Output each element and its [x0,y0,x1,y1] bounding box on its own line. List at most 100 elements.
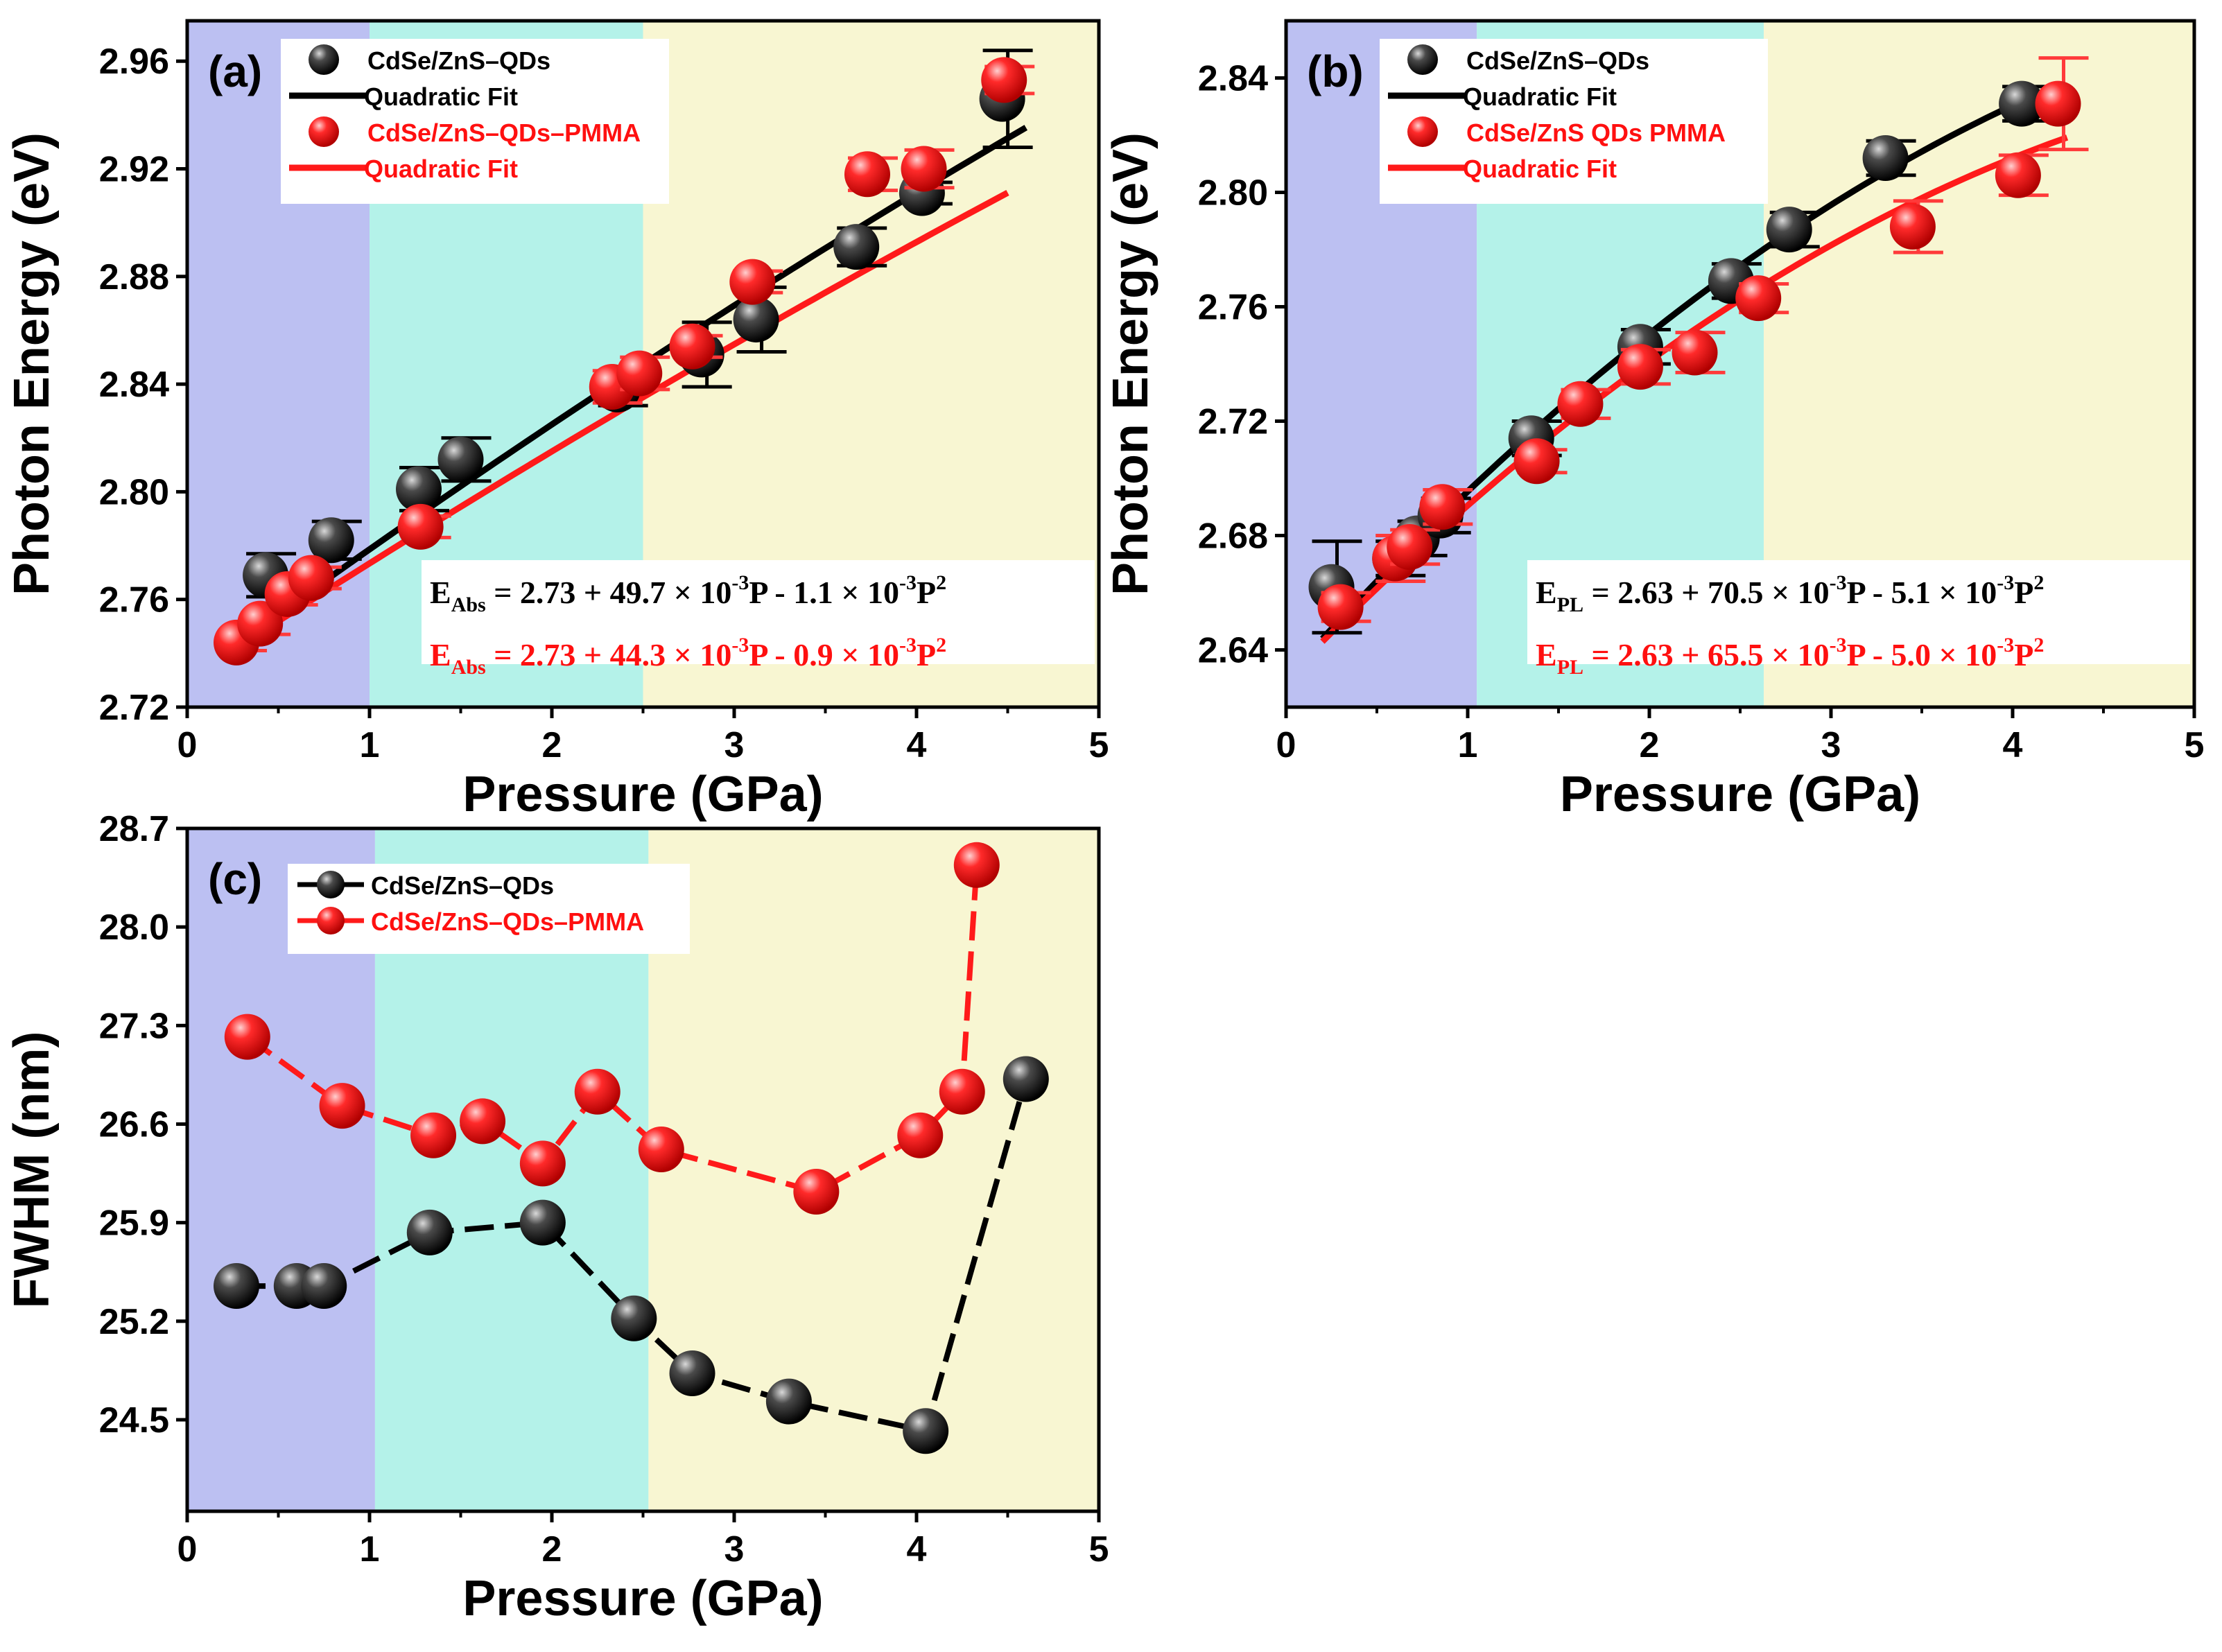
y-tick-label: 25.2 [99,1302,169,1342]
series-line-black [236,1078,1029,1434]
panel-b: 0 1 2 3 4 5 2.64 2.68 2.72 2.76 2.80 2.84 Pressure (… [1103,19,2204,822]
legend-marker-black [317,871,345,898]
equation-1: EAbs = 2.73 + 49.7 × 10-3P - 1.1 × 10-3P… [430,571,946,616]
equation-part: E [1536,575,1557,610]
legend-label: Quadratic Fit [364,82,518,111]
equation-part: P [2014,575,2033,610]
y-tick-label: 2.76 [1198,288,1268,328]
legend-label: CdSe/ZnS–QDs–PMMA [371,907,644,936]
equation-part: P - 5.0 × 10 [1847,637,1997,672]
data-point-red [410,1112,457,1158]
data-point-red [939,1068,985,1115]
data-point-red [669,323,715,369]
x-tick-label: 4 [907,725,927,765]
data-point-red [574,1068,620,1115]
legend-label: CdSe/ZnS–QDs [1466,46,1649,75]
panel-label: (c) [208,854,262,904]
legend: CdSe/ZnS–QDs Quadratic Fit CdSe/ZnS QDs PM… [1380,39,1768,204]
data-point-black [903,1408,949,1454]
x-axis-label: Pressure (GPa) [1560,767,1920,822]
data-point-red [237,600,284,647]
equation-part: P [2014,637,2033,672]
legend-box [281,39,669,204]
legend-marker-red [1407,116,1438,147]
equation-part: -3 [1830,634,1847,657]
data-point-red [1557,381,1604,427]
equation-part: -3 [899,634,917,657]
equation-2: EAbs = 2.73 + 44.3 × 10-3P - 0.9 × 10-3P… [430,634,946,679]
panel-c: 0 1 2 3 4 5 24.5 25.2 25.9 26.6 27.3 28.0 28.7 Pressu… [4,809,1109,1626]
y-tick-label: 2.84 [1198,59,1268,99]
equation-part: P [917,637,936,672]
data-point-black [1002,1056,1049,1102]
y-tick-label: 26.6 [99,1104,169,1145]
equation-box [1527,560,2190,664]
y-tick-label: 2.96 [99,42,169,82]
data-point-red [2035,80,2081,127]
data-point-red [1672,329,1718,376]
legend-marker-black [1407,44,1438,75]
data-point-red [901,146,947,192]
data-point-red [397,503,444,550]
equation-part: -3 [1997,571,2014,594]
data-point-black [669,1350,715,1396]
data-point-red [288,555,334,601]
y-tick-label: 2.76 [99,580,169,620]
data-point-black [301,1263,347,1310]
data-point-red [897,1112,944,1158]
equation-part: PL [1557,593,1583,616]
data-point-red [1889,204,1936,250]
panel-label: (a) [208,46,262,96]
data-point-black [1999,80,2045,127]
y-tick-label: 2.88 [99,257,169,297]
x-tick-label: 3 [1821,725,1841,765]
legend-marker-black [309,44,339,75]
y-tick-label: 2.80 [1198,173,1268,214]
legend-label: Quadratic Fit [364,155,518,183]
equation-part: PL [1557,656,1583,679]
x-axis-label: Pressure (GPa) [462,767,823,822]
y-axis-label: Photon Energy (eV) [1103,132,1158,595]
equation-part: 2 [2033,571,2044,594]
y-tick-label: 28.0 [99,907,169,948]
equation-part: P - 1.1 × 10 [749,575,899,610]
data-point-black [437,436,484,482]
legend-label: Quadratic Fit [1463,155,1617,183]
data-point-black [519,1199,566,1246]
y-axis-label: Photon Energy (eV) [4,132,60,595]
panel-a: 0 1 2 3 4 5 2.72 2.76 2.80 2.84 2.88 2.92 2.96 Pressu… [4,19,1109,822]
data-point-red [1317,584,1364,630]
legend-marker-red [309,116,339,147]
data-point-red [981,57,1027,103]
data-point-black [1862,135,1909,181]
x-tick-label: 4 [2003,725,2023,765]
x-tick-label: 1 [360,725,380,765]
y-tick-label: 28.7 [99,809,169,849]
legend-label: Quadratic Fit [1463,82,1617,111]
equation-part: -3 [1997,634,2014,657]
equation-box [422,560,1095,664]
equation-part: 2 [2033,634,2044,657]
data-point-red [1419,484,1466,530]
legend-label: CdSe/ZnS–QDs [371,871,554,900]
equation-2: EPL = 2.63 + 65.5 × 10-3P - 5.0 × 10-3P2 [1536,634,2044,679]
data-point-red [224,1014,270,1060]
data-point-red [953,842,1000,888]
legend-box [1380,39,1768,204]
data-point-black [1766,207,1812,253]
x-tick-label: 5 [1089,725,1109,765]
data-point-black [308,517,354,564]
x-tick-label: 4 [907,1529,927,1570]
y-tick-label: 24.5 [99,1400,169,1441]
legend: CdSe/ZnS–QDs Quadratic Fit CdSe/ZnS–QDs–PM… [281,39,669,204]
legend: CdSe/ZnS–QDs CdSe/ZnS–QDs–PMMA [288,864,690,954]
equation-part: 2 [936,571,946,594]
pressure-region-3 [648,828,1099,1511]
y-tick-label: 27.3 [99,1006,169,1046]
panel-label: (b) [1307,46,1364,96]
y-tick-label: 25.9 [99,1203,169,1244]
equation-part: -3 [731,634,749,657]
data-point-red [729,259,776,305]
legend-marker-red [317,907,345,934]
equation-part: -3 [899,571,917,594]
